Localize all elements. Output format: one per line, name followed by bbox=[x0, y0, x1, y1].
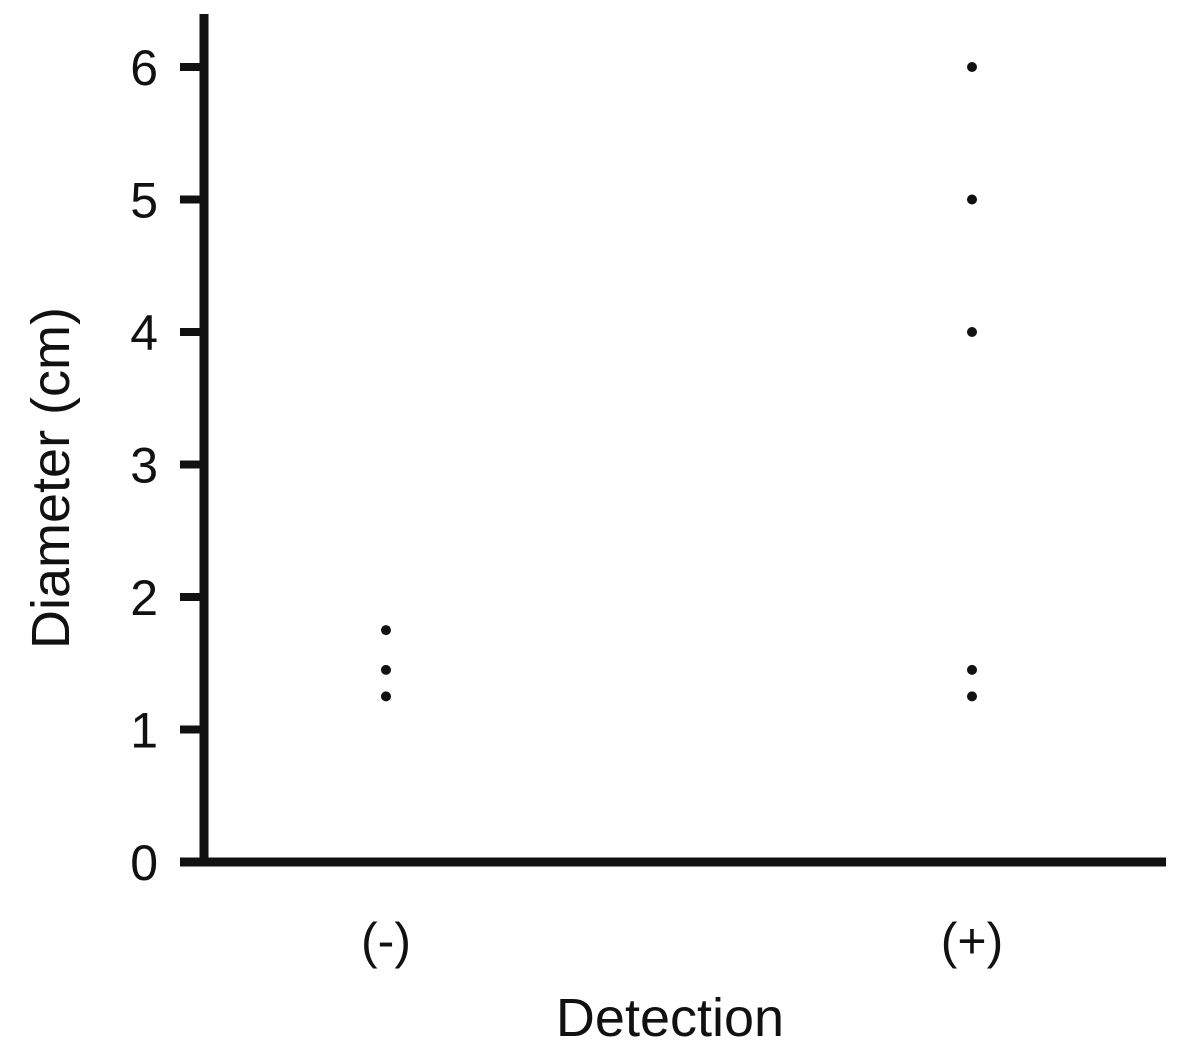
data-point bbox=[967, 327, 977, 337]
y-tick-label: 6 bbox=[130, 40, 158, 96]
x-axis-title: Detection bbox=[556, 988, 784, 1048]
y-axis-title: Diameter (cm) bbox=[21, 307, 81, 649]
y-tick-label: 2 bbox=[130, 570, 158, 626]
y-tick-label: 4 bbox=[130, 305, 158, 361]
x-axis-group: (-) (+) bbox=[180, 857, 1166, 969]
data-point bbox=[381, 691, 391, 702]
x-tick-label: (+) bbox=[941, 913, 1004, 969]
data-points bbox=[381, 62, 977, 702]
y-tick-label: 1 bbox=[130, 703, 158, 759]
x-ticks: (-) (+) bbox=[361, 913, 1003, 969]
y-tick-label: 5 bbox=[130, 173, 158, 229]
data-point bbox=[967, 194, 977, 205]
data-point bbox=[967, 691, 977, 702]
x-tick-label: (-) bbox=[361, 913, 411, 969]
y-axis-group: 0 1 2 3 4 5 6 bbox=[130, 14, 209, 891]
y-tick-label: 0 bbox=[130, 835, 158, 891]
data-point bbox=[381, 664, 391, 675]
data-point bbox=[967, 62, 977, 72]
data-point bbox=[381, 625, 391, 636]
data-point bbox=[967, 664, 977, 675]
y-tick-label: 3 bbox=[130, 438, 158, 494]
y-ticks: 0 1 2 3 4 5 6 bbox=[130, 40, 204, 891]
